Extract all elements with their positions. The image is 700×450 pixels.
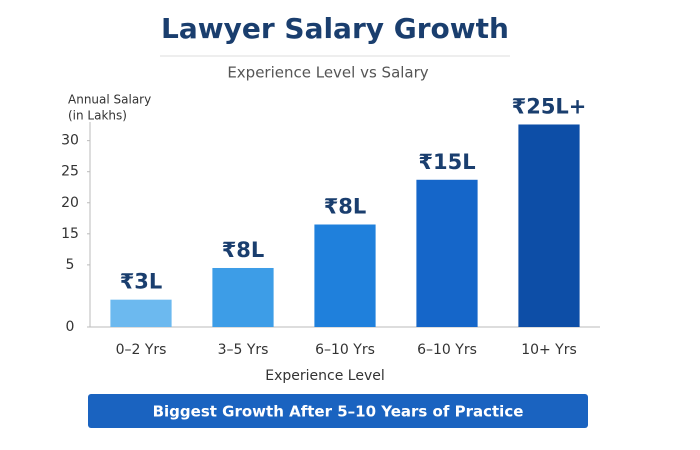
bar [518, 124, 580, 327]
x-tick-label: 6–10 Yrs [417, 342, 477, 358]
y-tick-label: 25 [61, 164, 79, 180]
y-tick-label: 5 [66, 257, 75, 273]
y-tick-label: 20 [61, 195, 79, 211]
bar-annotation: ₹15L [418, 150, 475, 174]
x-tick-label: 10+ Yrs [521, 342, 577, 358]
x-axis-label: Experience Level [265, 368, 384, 384]
bar-annotation: ₹8L [222, 238, 265, 262]
x-tick-label: 3–5 Yrs [218, 342, 269, 358]
chart-title: Lawyer Salary Growth [161, 12, 509, 45]
y-tick-label: 30 [61, 133, 79, 149]
chart-subtitle: Experience Level vs Salary [227, 64, 428, 82]
bar-annotation: ₹3L [120, 270, 163, 294]
bar [212, 267, 274, 327]
bar-annotation: ₹8L [324, 195, 367, 219]
banner-box [88, 394, 588, 428]
y-tick-label: 15 [61, 226, 79, 242]
x-tick-label: 6–10 Yrs [315, 342, 375, 358]
bar [314, 224, 376, 327]
y-axis-label: (in Lakhs) [68, 109, 127, 123]
y-tick-label: 0 [66, 319, 75, 335]
y-axis-label: Annual Salary [68, 93, 151, 107]
x-tick-label: 0–2 Yrs [116, 342, 167, 358]
bar-annotation: ₹25L+ [512, 94, 587, 118]
bar [110, 299, 172, 327]
bar [416, 179, 478, 327]
banner-text: Biggest Growth After 5–10 Years of Pract… [153, 403, 524, 421]
